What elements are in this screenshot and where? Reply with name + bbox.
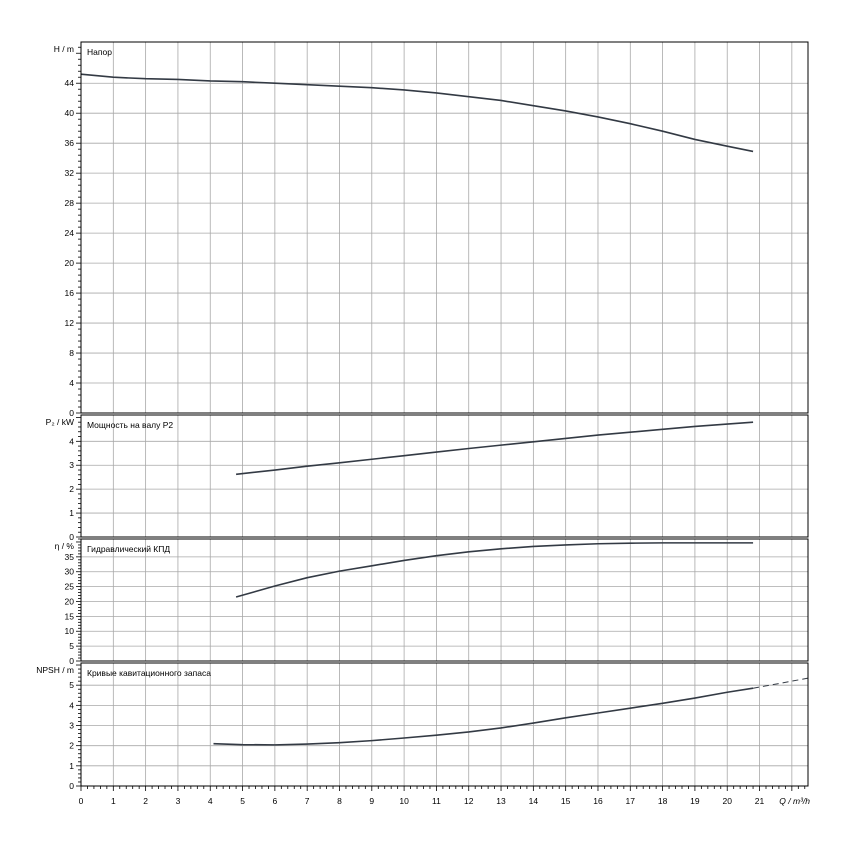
panel-frame: [80, 414, 809, 538]
y-tick-label: 10: [65, 626, 75, 636]
series-line: [80, 73, 754, 153]
y-tick-label: 0: [69, 656, 74, 666]
x-tick-label: 20: [722, 796, 732, 806]
y-tick-label: 12: [65, 318, 75, 328]
panel-title: Гидравлический КПД: [87, 544, 170, 554]
y-tick-label: 25: [65, 582, 75, 592]
y-tick-label: 16: [65, 288, 75, 298]
y-tick-label: 20: [65, 596, 75, 606]
grid-layer: [81, 42, 808, 786]
series-line-dashed-extension: [752, 677, 809, 689]
y-tick-label: 20: [65, 258, 75, 268]
x-tick-label: 11: [432, 796, 441, 806]
y-axis-label: η / %: [55, 541, 75, 551]
y-tick-label: 40: [65, 108, 75, 118]
x-tick-label: 8: [337, 796, 342, 806]
x-tick-label: 16: [593, 796, 603, 806]
x-axis-label: Q / m³/h: [779, 796, 810, 806]
x-tick-label: 10: [399, 796, 409, 806]
y-tick-label: 5: [69, 680, 74, 690]
y-tick-label: 2: [69, 484, 74, 494]
panel-frame: [80, 538, 809, 662]
y-tick-label: 4: [69, 436, 74, 446]
series-line: [235, 542, 754, 598]
y-tick-label: 2: [69, 741, 74, 751]
y-tick-label: 32: [65, 168, 75, 178]
y-tick-label: 1: [69, 508, 74, 518]
x-tick-label: 14: [529, 796, 539, 806]
y-tick-label: 5: [69, 641, 74, 651]
x-tick-label: 6: [272, 796, 277, 806]
y-axis-label: P₂ / kW: [46, 417, 74, 427]
y-tick-label: 3: [69, 721, 74, 731]
panel-frame: [80, 41, 809, 414]
x-tick-label: 12: [464, 796, 474, 806]
y-tick-label: 44: [65, 78, 75, 88]
y-tick-label: 28: [65, 198, 75, 208]
y-axis-label: H / m: [54, 44, 74, 54]
curve-layer: [80, 73, 809, 746]
y-tick-label: 30: [65, 567, 75, 577]
tick-layer: [76, 46, 806, 791]
y-tick-label: 8: [69, 348, 74, 358]
x-tick-label: 9: [369, 796, 374, 806]
y-tick-label: 36: [65, 138, 75, 148]
y-tick-label: 24: [65, 228, 75, 238]
y-tick-label: 15: [65, 611, 75, 621]
y-tick-label: 3: [69, 460, 74, 470]
x-tick-label: 18: [658, 796, 668, 806]
x-tick-label: 19: [690, 796, 700, 806]
x-tick-label: 2: [143, 796, 148, 806]
y-tick-label: 4: [69, 378, 74, 388]
series-line: [236, 421, 754, 476]
panel-title: Напор: [87, 47, 112, 57]
x-tick-label: 17: [626, 796, 636, 806]
y-tick-label: 0: [69, 532, 74, 542]
y-tick-label: 0: [69, 408, 74, 418]
y-tick-label: 4: [69, 700, 74, 710]
x-tick-label: 7: [305, 796, 310, 806]
y-tick-label: 35: [65, 552, 75, 562]
panel-title: Кривые кавитационного запаса: [87, 668, 211, 678]
x-tick-label: 3: [176, 796, 181, 806]
series-line: [213, 687, 754, 746]
x-tick-label: 1: [111, 796, 116, 806]
x-tick-label: 13: [496, 796, 506, 806]
x-tick-label: 15: [561, 796, 571, 806]
x-tick-label: 21: [755, 796, 765, 806]
y-tick-label: 0: [69, 781, 74, 791]
panel-title: Мощность на валу P2: [87, 420, 173, 430]
x-tick-label: 4: [208, 796, 213, 806]
y-axis-label: NPSH / m: [36, 665, 74, 675]
x-tick-label: 5: [240, 796, 245, 806]
x-tick-label: 0: [79, 796, 84, 806]
y-tick-label: 1: [69, 761, 74, 771]
panel-frame: [80, 662, 809, 787]
